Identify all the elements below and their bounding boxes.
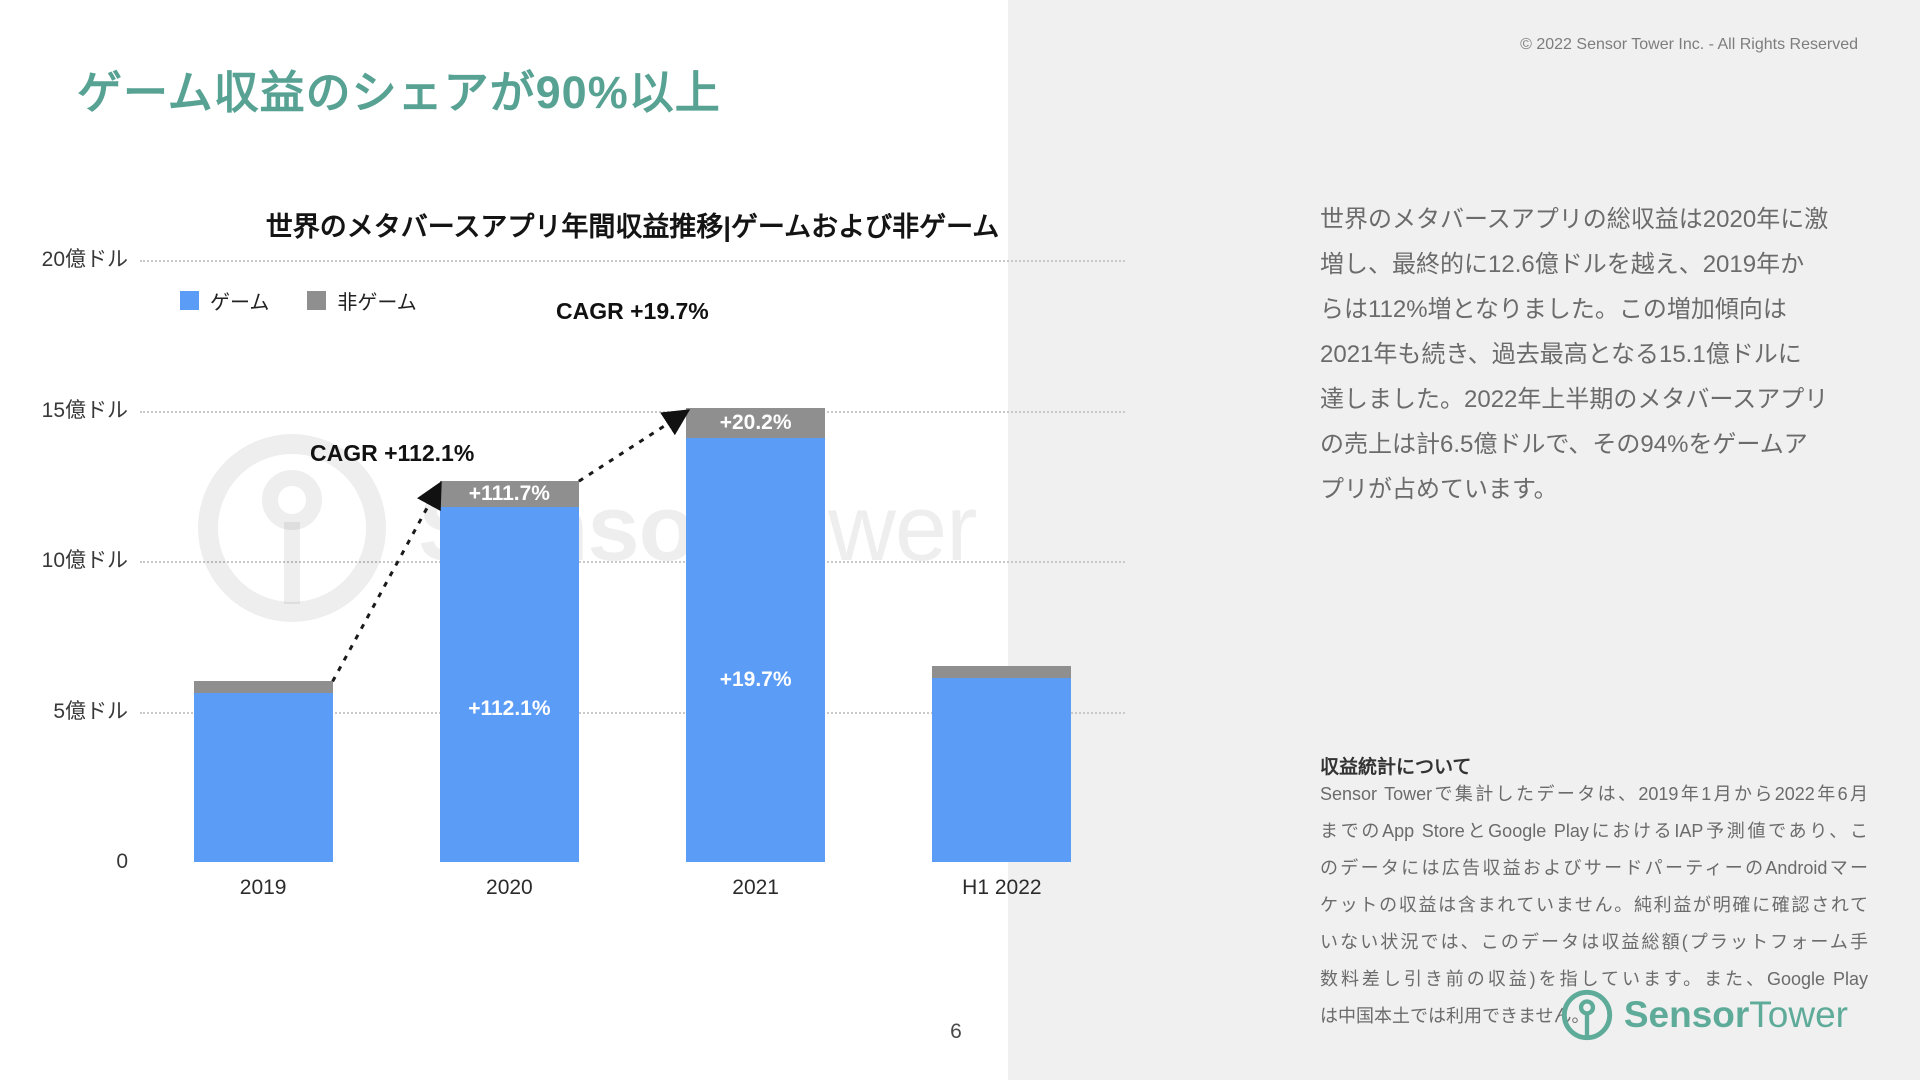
legend-item: 非ゲーム bbox=[307, 286, 417, 315]
gridline bbox=[140, 410, 1125, 413]
sidebar-panel bbox=[1008, 0, 1920, 1080]
bar-group: +111.7% +112.1% bbox=[439, 481, 579, 862]
y-axis-label: 5億ドル bbox=[53, 699, 128, 723]
note-body: Sensor Towerで集計したデータは、2019年1月から2022年6月 まで… bbox=[1320, 776, 1868, 1035]
note-body-line: 数料差し引き前の収益)を指しています。また、Google Play bbox=[1320, 969, 1868, 989]
note-body-line: のデータには広告収益およびサードパーティーのAndroidマー bbox=[1320, 858, 1868, 878]
legend-item: ゲーム bbox=[180, 286, 269, 315]
chart-area: SensorTower 20億ドル15億ドル10億ドル5億ドル02019+111… bbox=[42, 248, 1125, 899]
gridline bbox=[140, 711, 1125, 714]
sensor-tower-logo-text: SensorTower bbox=[1624, 994, 1848, 1036]
bar-segment-game bbox=[932, 678, 1072, 862]
bar-segment-game: +19.7% bbox=[686, 437, 826, 862]
note-body-line: Sensor Towerで集計したデータは、2019年1月から2022年6月 bbox=[1320, 784, 1868, 804]
sidebar-paragraph: 世界のメタバースアプリの総収益は2020年に激 増し、最終的に12.6億ドルを越… bbox=[1320, 206, 1829, 503]
y-axis-label: 20億ドル bbox=[41, 248, 128, 271]
sensor-tower-logo: SensorTower bbox=[1560, 988, 1848, 1042]
note-body-line: までのApp StoreとGoogle PlayにおけるIAP予測値であり、こ bbox=[1320, 821, 1868, 841]
cagr-annotation: CAGR +112.1% bbox=[310, 440, 475, 466]
chart-legend: ゲーム 非ゲーム bbox=[180, 286, 417, 315]
y-axis-label: 15億ドル bbox=[41, 398, 128, 422]
legend-item-label: ゲーム bbox=[210, 292, 270, 314]
legend-swatch bbox=[180, 291, 199, 310]
note-title: 収益統計について bbox=[1320, 757, 1472, 778]
bar-label-game: +19.7% bbox=[719, 667, 792, 691]
bar-segment-nongame bbox=[193, 681, 333, 694]
bar-segment-game bbox=[193, 693, 333, 862]
bar-segment-nongame: +111.7% bbox=[439, 481, 579, 507]
bar-segment-nongame: +20.2% bbox=[686, 407, 826, 438]
x-axis-label: 2021 bbox=[732, 876, 779, 899]
gridline bbox=[140, 561, 1125, 563]
bar-group bbox=[932, 666, 1072, 862]
note-body-line: は中国本土では利用できません。 bbox=[1320, 1006, 1590, 1026]
bar-label-game: +112.1% bbox=[468, 697, 551, 721]
y-axis-label: 0 bbox=[116, 850, 128, 873]
chart-title: 世界のメタバースアプリ年間収益推移|ゲームおよび非ゲーム bbox=[265, 212, 1000, 242]
bar-group bbox=[193, 681, 333, 862]
sensor-tower-logo-icon bbox=[1561, 989, 1612, 1041]
y-axis-label: 10億ドル bbox=[41, 549, 128, 572]
x-axis-label: 2019 bbox=[239, 876, 287, 899]
bar-segment-nongame bbox=[932, 666, 1072, 679]
legend-swatch bbox=[307, 291, 327, 310]
copyright-text: © 2022 Sensor Tower Inc. - All Rights Re… bbox=[1520, 36, 1858, 53]
x-axis-label: 2020 bbox=[486, 876, 533, 899]
bar-group: +20.2% +19.7% bbox=[686, 407, 826, 862]
cagr-annotation: CAGR +19.7% bbox=[556, 298, 709, 324]
gridline bbox=[140, 260, 1125, 262]
bar-segment-game: +112.1% bbox=[439, 506, 579, 862]
note-body-line: いない状況では、このデータは収益総額(プラットフォーム手 bbox=[1320, 932, 1868, 952]
note-body-line: ケットの収益は含まれていません。純利益が明確に確認されて bbox=[1320, 895, 1868, 915]
logo-text-regular: Tower bbox=[1749, 994, 1848, 1035]
logo-text-bold: Sensor bbox=[1623, 994, 1750, 1035]
page-title: ゲーム収益のシェアが90%以上 bbox=[77, 67, 721, 118]
legend-item-label: 非ゲーム bbox=[337, 292, 417, 314]
page-number: 6 bbox=[950, 1020, 962, 1043]
x-axis-label: H1 2022 bbox=[962, 876, 1042, 899]
